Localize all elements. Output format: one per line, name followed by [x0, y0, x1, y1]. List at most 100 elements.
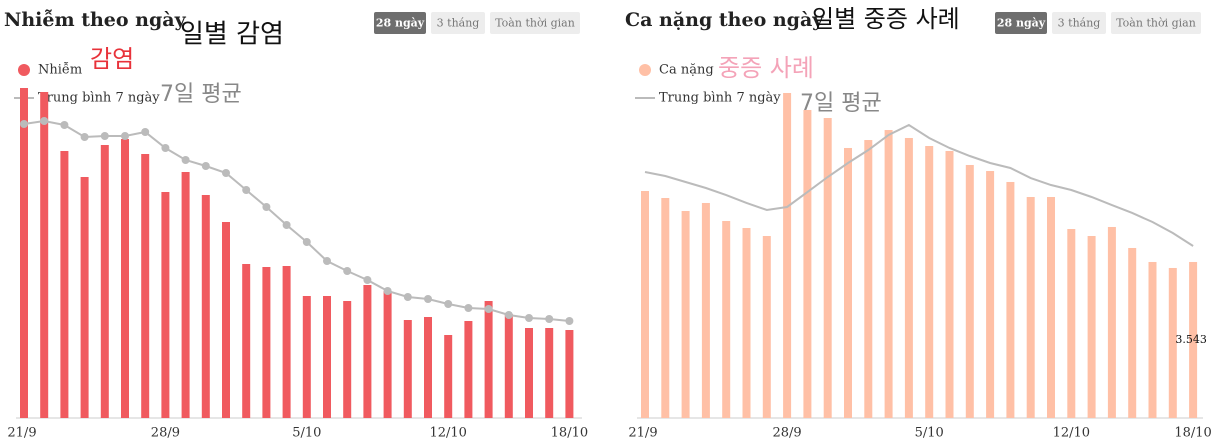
average-point	[323, 257, 331, 265]
button-label[interactable]: 28 ngày	[376, 17, 425, 30]
bar	[141, 154, 150, 418]
average-point	[121, 132, 129, 140]
bar	[742, 227, 751, 418]
average-point	[262, 203, 271, 211]
button-label[interactable]: Toàn thời gian	[1116, 17, 1196, 30]
range-button[interactable]: Toàn thời gian	[1111, 12, 1201, 34]
bar	[565, 330, 574, 418]
average-point	[464, 304, 473, 312]
chart-title: Ca nặng theo ngày	[625, 9, 824, 31]
average-point	[161, 144, 170, 152]
legend-label: Trung bình 7 ngày	[38, 91, 160, 106]
bar	[803, 109, 812, 419]
bar	[201, 195, 210, 418]
x-tick-label: 21/9	[628, 426, 657, 441]
bar	[181, 172, 190, 418]
average-point	[302, 238, 311, 246]
bar	[904, 137, 913, 418]
x-tick-label: 18/10	[551, 426, 588, 441]
bar	[504, 314, 513, 418]
average-point	[383, 287, 392, 295]
range-button[interactable]: Toàn thời gian	[490, 12, 580, 34]
bar	[100, 145, 109, 418]
x-tick-label: 28/9	[772, 426, 801, 441]
bar	[1006, 181, 1015, 418]
annotation: 일별 감염	[180, 20, 284, 50]
range-button[interactable]: 3 tháng	[1052, 12, 1106, 34]
button-label[interactable]: Toàn thời gian	[495, 17, 575, 30]
button-label[interactable]: 3 tháng	[1058, 17, 1101, 30]
button-label[interactable]: 28 ngày	[997, 17, 1046, 30]
bar	[80, 177, 89, 418]
bar	[444, 335, 453, 418]
bar	[722, 220, 731, 418]
average-point	[424, 295, 432, 303]
average-point	[282, 221, 291, 229]
legend-swatch	[639, 64, 651, 76]
average-point	[20, 120, 28, 128]
x-tick-label: 12/10	[429, 426, 466, 441]
bar	[222, 222, 230, 418]
annotation: 7일 평균	[800, 91, 882, 116]
bar	[681, 210, 690, 418]
bar	[1107, 226, 1116, 418]
bar	[701, 202, 710, 418]
range-button[interactable]: 3 tháng	[431, 12, 485, 34]
legend-label: Nhiễm	[38, 62, 82, 78]
bar	[282, 266, 291, 418]
button-bg	[1052, 12, 1106, 34]
bar	[986, 171, 995, 418]
button-bg	[490, 12, 580, 34]
bar	[1189, 261, 1198, 418]
bar	[1087, 236, 1096, 418]
average-point	[40, 117, 49, 125]
average-point	[363, 276, 372, 284]
value-label: 3.543	[1175, 333, 1207, 346]
bar	[823, 118, 832, 418]
bar	[884, 130, 893, 418]
bar	[1026, 196, 1035, 418]
chart-title: Nhiễm theo ngày	[4, 9, 187, 31]
bar	[403, 320, 412, 418]
range-button[interactable]: 28 ngày	[374, 12, 426, 34]
x-tick-label: 5/10	[915, 426, 944, 441]
bar	[424, 317, 432, 418]
bar	[343, 301, 352, 418]
legend-swatch	[18, 64, 30, 76]
button-bg	[995, 12, 1047, 34]
average-line	[644, 123, 1194, 247]
range-button[interactable]: 28 ngày	[995, 12, 1047, 34]
button-bg	[431, 12, 485, 34]
bar	[661, 198, 670, 418]
bar	[161, 192, 170, 418]
bar	[641, 191, 649, 418]
bar	[925, 146, 934, 419]
bar	[783, 92, 792, 418]
bar	[762, 236, 771, 418]
annotation: 감염	[90, 45, 134, 73]
average-point	[242, 186, 251, 194]
bar	[484, 301, 493, 418]
button-label[interactable]: 3 tháng	[437, 17, 480, 30]
bar	[844, 147, 852, 418]
average-point	[484, 305, 493, 313]
average-point	[141, 128, 150, 136]
annotation: 중증 사례	[718, 54, 814, 82]
bar	[242, 264, 251, 418]
button-bg	[1111, 12, 1201, 34]
bar	[20, 88, 28, 418]
bar	[525, 328, 533, 418]
x-tick-label: 5/10	[292, 426, 321, 441]
average-point	[545, 315, 554, 323]
bar	[121, 139, 129, 418]
bar	[262, 267, 271, 418]
average-point	[403, 293, 412, 301]
legend-label: Trung bình 7 ngày	[659, 91, 781, 106]
bar	[1168, 267, 1177, 418]
average-point	[444, 300, 453, 308]
legend-label: Ca nặng	[659, 63, 714, 78]
bar	[383, 291, 392, 418]
average-point	[222, 169, 230, 177]
